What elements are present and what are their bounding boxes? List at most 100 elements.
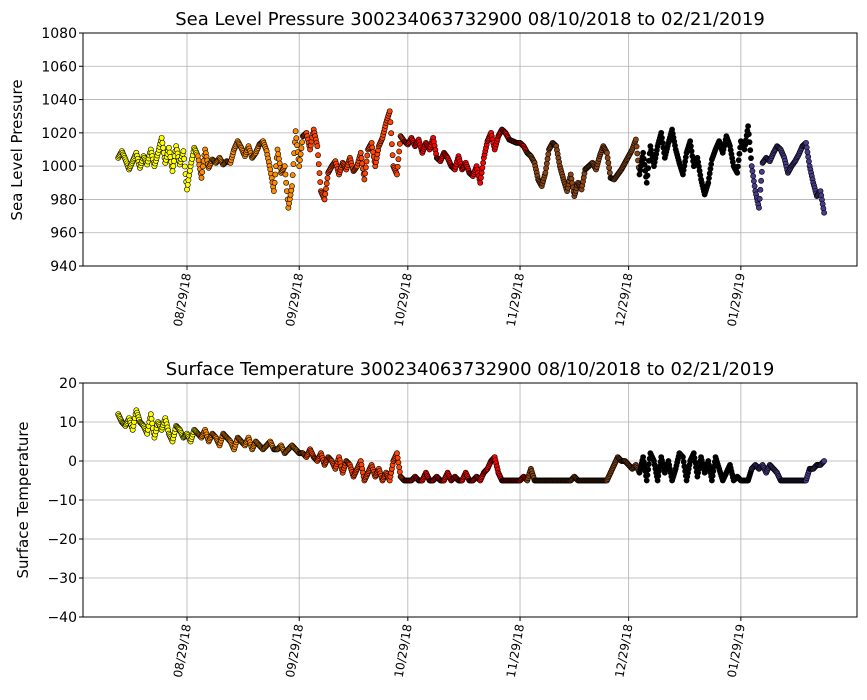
pressure-data-point: [705, 179, 712, 186]
pressure-data-point: [181, 163, 188, 170]
pressure-data-point: [640, 155, 647, 162]
pressure-ytick-label: 1040: [41, 93, 77, 109]
pressure-chart: Sea Level Pressure 300234063732900 08/10…: [8, 9, 858, 328]
pressure-xtick-label: 12/29/18: [612, 272, 635, 328]
temperature-data-point: [654, 477, 661, 484]
pressure-data-point: [542, 169, 549, 176]
pressure-data-point: [758, 177, 765, 184]
pressure-data-point: [706, 170, 713, 177]
pressure-data-point: [323, 185, 329, 192]
pressure-data-point: [389, 152, 396, 159]
pressure-data-point: [165, 144, 172, 151]
pressure-data-point: [545, 151, 552, 158]
pressure-data-point: [821, 209, 828, 216]
pressure-data-point: [289, 183, 295, 190]
pressure-data-point: [645, 165, 652, 172]
temperature-xtick-label: 11/29/18: [504, 623, 527, 679]
pressure-data-point: [604, 154, 611, 161]
temperature-data-point: [396, 464, 403, 471]
pressure-ytick-label: 960: [50, 226, 77, 242]
temperature-ytick-label: 20: [59, 376, 77, 392]
pressure-data-point: [297, 157, 303, 164]
pressure-title: Sea Level Pressure 300234063732900 08/10…: [175, 9, 765, 30]
pressure-data-point: [322, 191, 329, 198]
pressure-data-point: [735, 163, 741, 170]
pressure-data-point: [170, 163, 177, 170]
pressure-data-point: [750, 173, 757, 180]
temperature-data-point: [149, 420, 156, 427]
pressure-data-point: [604, 149, 610, 156]
pressure-data-point: [756, 204, 762, 211]
pressure-data-point: [294, 142, 300, 149]
pressure-data-point: [641, 161, 648, 168]
pressure-data-point: [357, 149, 364, 156]
pressure-xtick-label: 09/29/18: [283, 272, 306, 328]
pressure-data-point: [321, 196, 328, 203]
pressure-data-point: [323, 180, 330, 187]
pressure-data-point: [283, 179, 290, 186]
pressure-data-point: [166, 149, 173, 156]
pressure-data-point: [480, 159, 487, 166]
temperature-data-point: [646, 461, 652, 468]
pressure-data-point: [659, 134, 665, 141]
pressure-data-point: [185, 177, 192, 184]
pressure-data-point: [281, 163, 288, 170]
pressure-data-point: [634, 150, 641, 157]
temperature-ytick-label: 0: [68, 454, 77, 470]
pressure-data-point: [160, 144, 167, 151]
pressure-data-point: [159, 139, 166, 146]
pressure-data-point: [363, 158, 370, 165]
pressure-data-point: [395, 156, 402, 163]
pressure-data-point: [324, 175, 331, 182]
pressure-data-point: [388, 141, 395, 148]
pressure-data-point: [659, 139, 666, 146]
pressure-data-point: [317, 179, 324, 186]
temperature-data-point: [644, 472, 651, 478]
temperature-ytick-label: −10: [47, 493, 77, 509]
pressure-data-point: [644, 172, 651, 179]
pressure-data-point: [748, 155, 754, 162]
temperature-data-point: [395, 459, 402, 466]
pressure-data-point: [315, 152, 321, 159]
pressure-data-point: [296, 163, 303, 170]
pressure-data-point: [394, 163, 401, 170]
pressure-data-point: [276, 155, 282, 162]
temperature-xtick-label: 01/29/19: [725, 623, 748, 679]
pressure-data-point: [741, 146, 748, 153]
pressure-data-point: [290, 161, 297, 168]
pressure-data-point: [282, 171, 289, 178]
pressure-data-point: [735, 157, 742, 164]
pressure-data-point: [544, 155, 551, 162]
temperature-chart: Surface Temperature 300234063732900 08/1…: [14, 359, 858, 679]
pressure-data-point: [749, 168, 756, 175]
temperature-data-point: [680, 458, 687, 465]
temperature-xtick-label: 10/29/18: [392, 623, 415, 679]
pressure-data-point: [362, 170, 369, 177]
temperature-data-point: [690, 450, 697, 457]
temperature-xtick-label: 08/29/18: [171, 623, 194, 679]
pressure-data-point: [184, 186, 190, 193]
pressure-data-point: [758, 168, 765, 175]
pressure-data-point: [803, 139, 809, 146]
pressure-data-point: [200, 163, 206, 170]
pressure-data-point: [181, 155, 188, 162]
temperature-data-point: [656, 468, 662, 475]
pressure-data-point: [180, 148, 187, 155]
pressure-data-point: [272, 171, 279, 178]
pressure-data-point: [387, 119, 394, 126]
pressure-data-point: [640, 149, 647, 156]
pressure-data-point: [708, 161, 715, 168]
pressure-data-point: [275, 151, 282, 158]
temperature-data-point: [680, 454, 686, 460]
temperature-data-point: [710, 468, 717, 475]
pressure-data-point: [688, 148, 695, 155]
pressure-axes-frame: [82, 32, 858, 267]
pressure-data-point: [478, 169, 485, 176]
pressure-data-point: [751, 183, 758, 190]
pressure-data-point: [369, 144, 376, 151]
pressure-data-point: [747, 147, 754, 154]
pressure-data-point: [293, 135, 300, 142]
temperature-data-point: [147, 411, 154, 418]
temperature-axes-frame: [82, 382, 858, 618]
